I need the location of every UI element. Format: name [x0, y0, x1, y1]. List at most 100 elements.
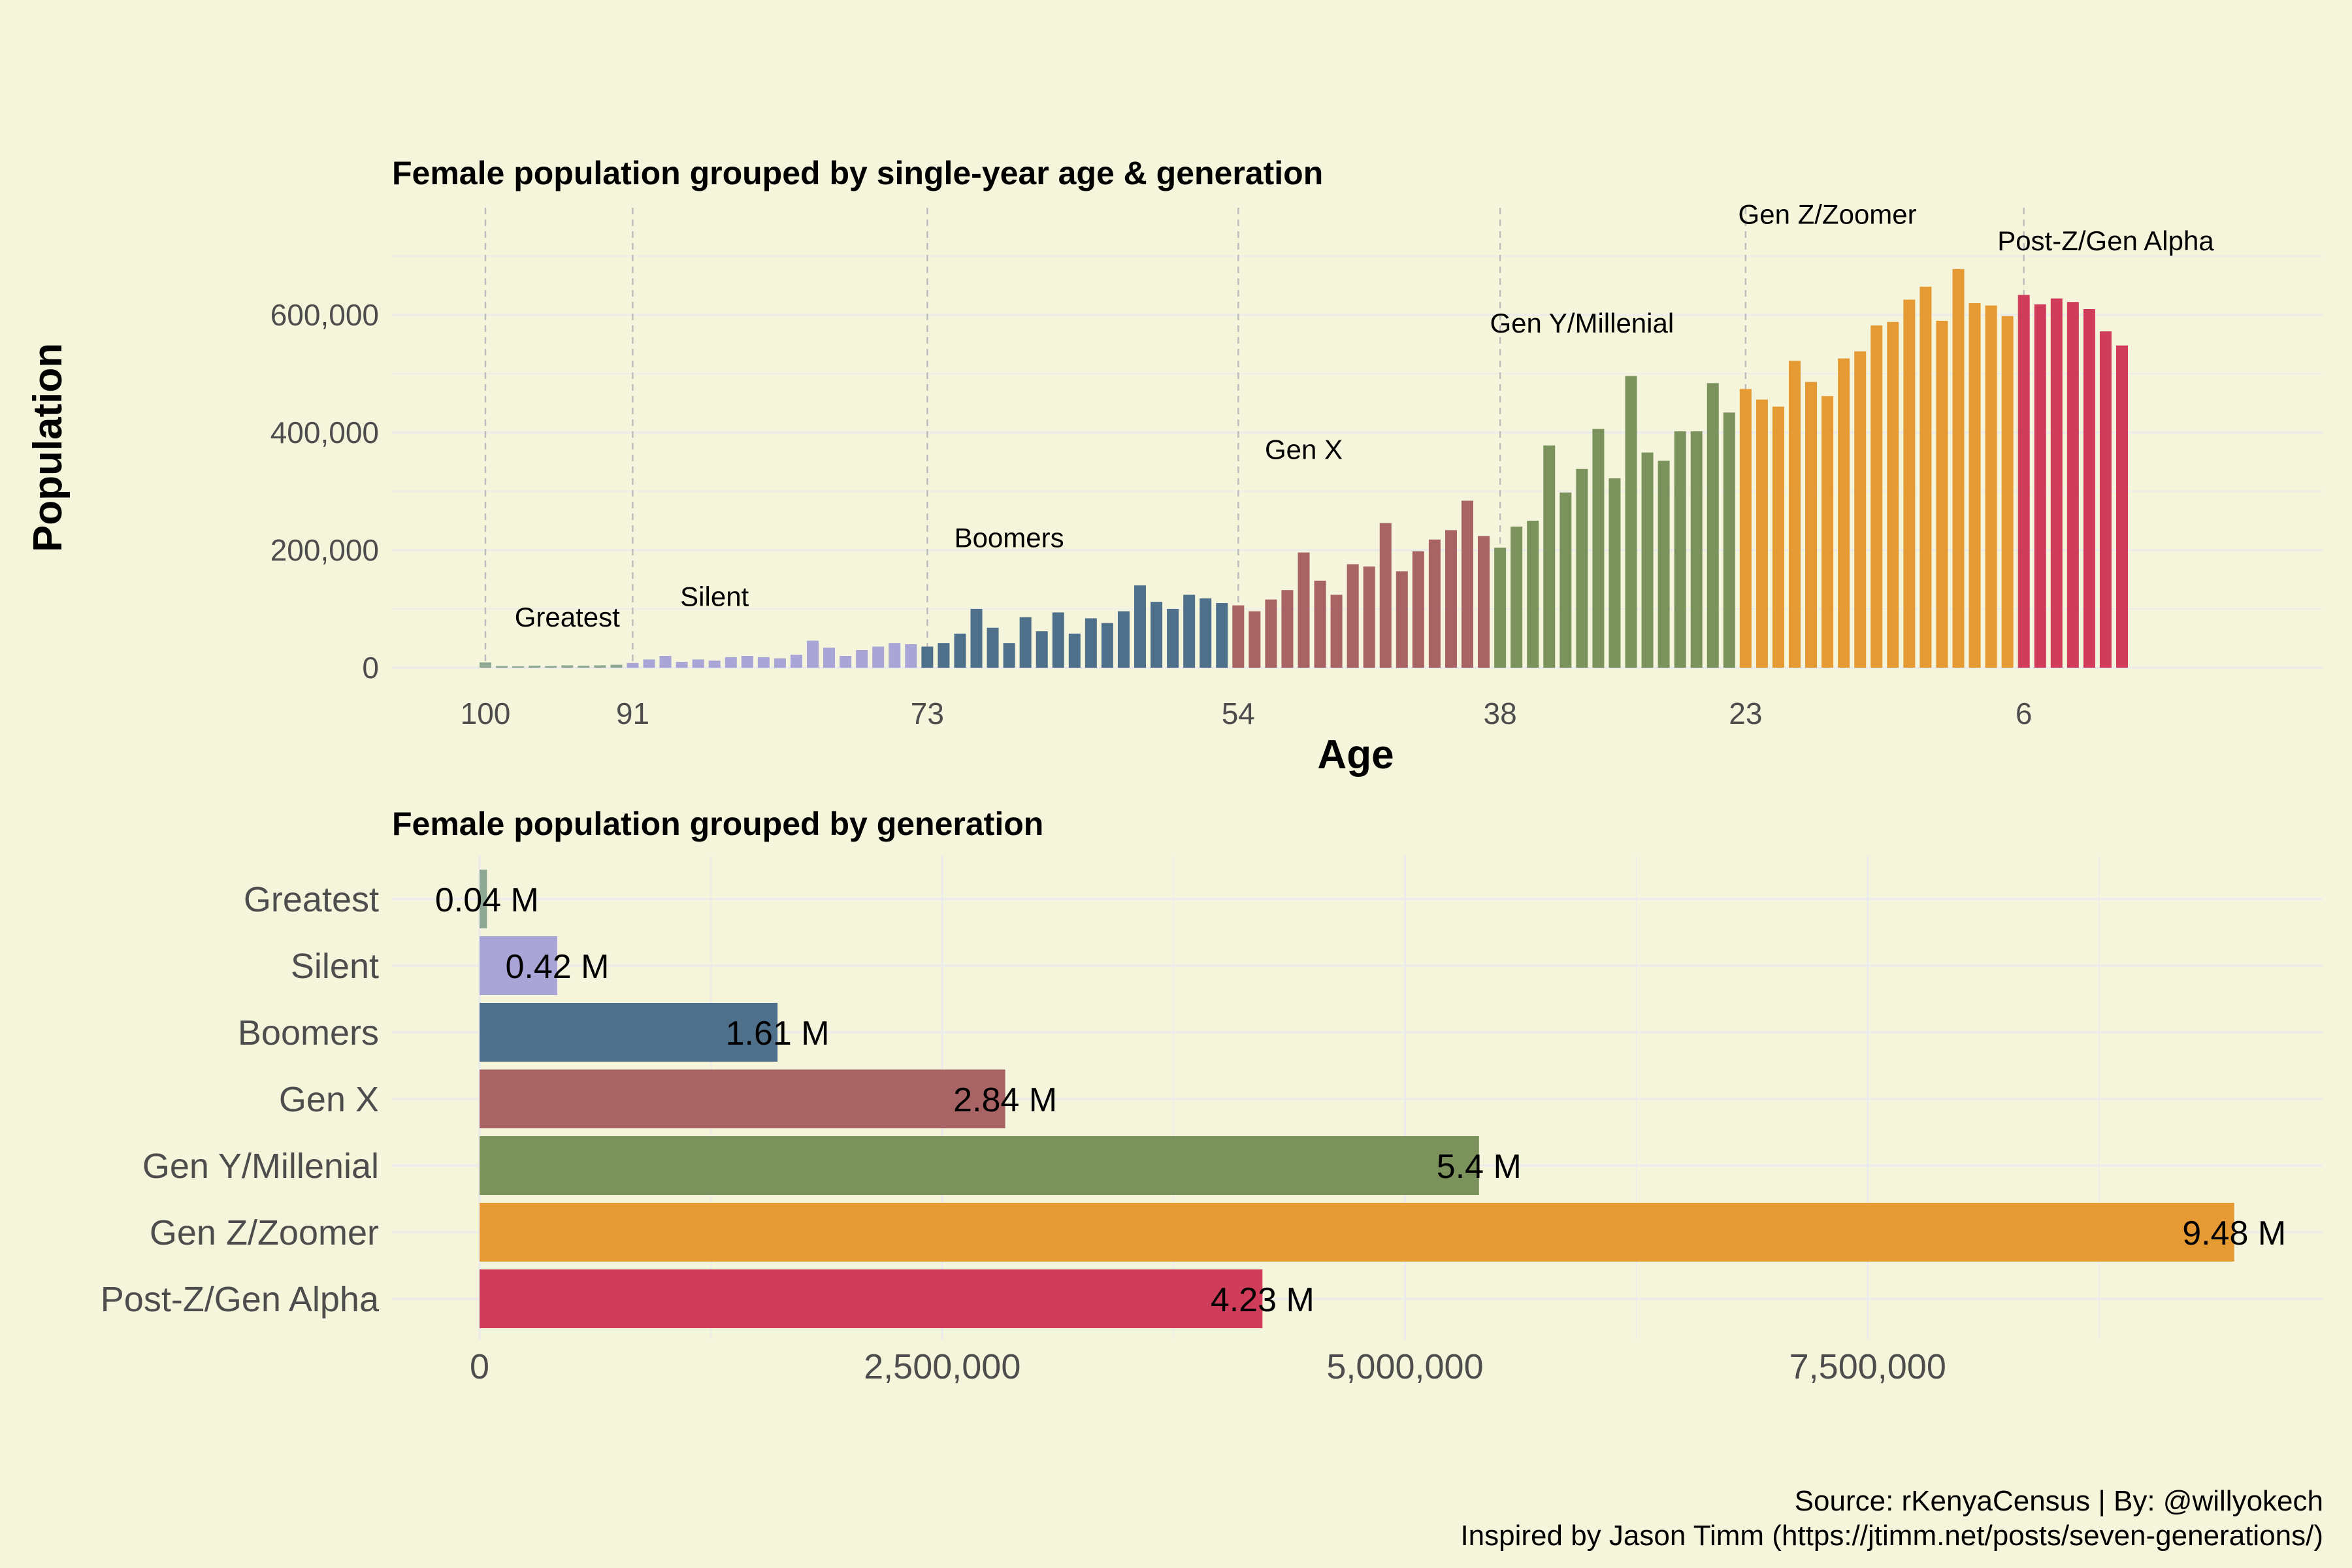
value-label-post-z-gen-alpha: 4.23 M [1211, 1281, 1315, 1319]
bar-age-57-boomers [1183, 595, 1196, 668]
bar-age-32-gen-y-millenial [1592, 429, 1605, 668]
generation-category-labels: Greatest Silent Boomers Gen X Gen Y/Millenia… [101, 880, 380, 1319]
bar-age-45-gen-x [1379, 523, 1392, 668]
category-label-boomers: Boomers [238, 1013, 379, 1053]
bar-age-66-boomers [1036, 631, 1048, 668]
bar-age-16-gen-z-zoomer [1854, 351, 1867, 668]
bar-post-z-gen-alpha [480, 1269, 1263, 1328]
bar-age-0-post-z-gen-alpha [2116, 345, 2128, 668]
bar-age-82-silent [774, 658, 786, 668]
bar-age-38-gen-y-millenial [1494, 547, 1507, 668]
bar-boomers [480, 1003, 778, 1062]
bar-age-43-gen-x [1412, 551, 1424, 668]
bar-age-30-gen-y-millenial [1625, 376, 1637, 668]
bar-age-83-silent [757, 657, 770, 668]
bar-age-85-silent [725, 657, 737, 668]
bar-age-54-gen-x [1232, 605, 1245, 668]
bar-age-44-gen-x [1396, 571, 1408, 668]
annotation-boomers: Boomers [955, 523, 1064, 553]
bar-age-34-gen-y-millenial [1560, 492, 1572, 668]
bar-age-87-silent [692, 659, 704, 668]
bar-age-74-silent [905, 644, 917, 668]
bar-age-56-boomers [1200, 598, 1212, 668]
bar-age-75-silent [889, 643, 901, 668]
category-label-gen-x: Gen X [279, 1080, 379, 1119]
y-axis-label-population: Population [25, 343, 71, 552]
bar-age-8-gen-z-zoomer [1985, 305, 1997, 668]
x-tick-label: 38 [1484, 696, 1517, 730]
value-label-gen-y-millenial: 5.4 M [1437, 1148, 1522, 1186]
category-label-silent: Silent [291, 947, 379, 986]
bar-age-27-gen-y-millenial [1674, 431, 1686, 668]
bar-age-19-gen-z-zoomer [1805, 382, 1818, 668]
bar-age-94-greatest [578, 665, 590, 668]
x-tick-label: 6 [2016, 696, 2033, 730]
x-tick-label: 7,500,000 [1789, 1347, 1946, 1386]
y-tick-label: 0 [362, 651, 379, 685]
category-label-gen-z-zoomer: Gen Z/Zoomer [150, 1213, 379, 1252]
bar-age-52-gen-x [1265, 599, 1277, 668]
bar-age-14-gen-z-zoomer [1887, 321, 1899, 668]
bar-age-41-gen-x [1445, 530, 1457, 668]
value-label-gen-z-zoomer: 9.48 M [2182, 1215, 2286, 1252]
category-label-gen-y-millenial: Gen Y/Millenial [142, 1147, 379, 1186]
bar-age-18-gen-z-zoomer [1821, 396, 1834, 668]
bar-age-64-boomers [1068, 633, 1081, 668]
bar-age-5-post-z-gen-alpha [2034, 304, 2046, 668]
bar-age-77-silent [856, 650, 868, 668]
x-tick-label: 2,500,000 [864, 1347, 1021, 1386]
bar-silent [480, 936, 557, 995]
caption-inspiration: Inspired by Jason Timm (https://jtimm.ne… [1460, 1520, 2323, 1552]
bar-age-67-boomers [1019, 617, 1032, 668]
bar-age-26-gen-y-millenial [1690, 431, 1703, 668]
bar-age-9-gen-z-zoomer [1968, 303, 1981, 668]
bar-age-72-boomers [938, 643, 950, 668]
bar-age-35-gen-y-millenial [1543, 445, 1556, 668]
bar-age-84-silent [741, 656, 753, 668]
bar-age-65-boomers [1052, 612, 1064, 668]
bar-age-90-silent [643, 659, 655, 668]
bar-age-20-gen-z-zoomer [1789, 361, 1801, 668]
generation-bars [480, 870, 2234, 1328]
bar-age-53-gen-x [1249, 611, 1261, 668]
bar-age-50-gen-x [1298, 552, 1310, 668]
bar-age-92-greatest [610, 664, 623, 668]
y-tick-label: 600,000 [270, 298, 379, 332]
annotation-gen-z-zoomer: Gen Z/Zoomer [1739, 199, 1917, 230]
bar-age-98-greatest [512, 666, 525, 668]
bar-age-2-post-z-gen-alpha [2083, 309, 2095, 668]
y-tick-label: 200,000 [270, 533, 379, 567]
age-axis-ticks: 100 91 73 54 38 23 6 [461, 696, 2033, 730]
bar-age-81-silent [790, 655, 802, 668]
bar-age-61-boomers [1117, 611, 1130, 668]
bar-age-80-silent [807, 640, 819, 668]
bar-age-58-boomers [1167, 609, 1179, 668]
bar-gen-z-zoomer [480, 1203, 2234, 1262]
bar-age-7-gen-z-zoomer [2001, 316, 2014, 668]
bar-age-78-silent [840, 656, 852, 668]
caption-source: Source: rKenyaCensus | By: @willyokech [1795, 1485, 2323, 1517]
bar-age-17-gen-z-zoomer [1838, 358, 1850, 668]
bar-age-13-gen-z-zoomer [1903, 299, 1916, 668]
bar-age-91-silent [627, 662, 639, 668]
x-tick-label: 73 [911, 696, 944, 730]
x-tick-label: 54 [1222, 696, 1255, 730]
bar-age-86-silent [708, 661, 721, 668]
bar-age-25-gen-y-millenial [1707, 383, 1719, 668]
value-label-boomers: 1.61 M [726, 1015, 830, 1053]
bar-age-39-gen-x [1478, 536, 1490, 668]
bar-greatest [480, 870, 487, 928]
bar-age-70-boomers [970, 609, 983, 668]
bar-age-1-post-z-gen-alpha [2099, 331, 2112, 668]
bar-age-60-boomers [1134, 585, 1146, 668]
bar-age-63-boomers [1085, 618, 1097, 668]
bar-age-4-post-z-gen-alpha [2050, 298, 2063, 668]
annotation-silent: Silent [680, 581, 749, 612]
bar-age-22-gen-z-zoomer [1756, 399, 1768, 668]
bar-age-71-boomers [954, 633, 966, 668]
bar-age-69-boomers [987, 627, 999, 668]
bar-age-62-boomers [1101, 623, 1113, 668]
bar-age-100-greatest [480, 662, 491, 668]
bar-age-28-gen-y-millenial [1658, 461, 1670, 668]
bar-age-95-greatest [561, 665, 574, 668]
